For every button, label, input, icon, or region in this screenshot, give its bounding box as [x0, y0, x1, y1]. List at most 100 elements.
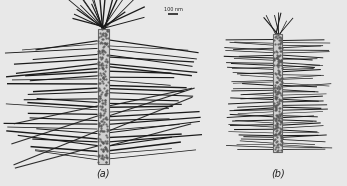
- Point: [272, 133, 277, 136]
- Point: [99, 99, 104, 102]
- Point: [104, 135, 109, 138]
- Point: [96, 86, 102, 89]
- Point: [273, 125, 279, 128]
- Point: [105, 44, 110, 47]
- Point: [276, 43, 281, 46]
- Point: [276, 39, 282, 42]
- Point: [100, 113, 106, 116]
- Point: [98, 34, 103, 37]
- Point: [105, 129, 110, 132]
- Point: [97, 113, 103, 116]
- Point: [275, 142, 281, 145]
- Point: [100, 154, 105, 157]
- Point: [95, 89, 101, 92]
- Point: [97, 89, 103, 92]
- Point: [100, 37, 106, 40]
- Point: [276, 107, 282, 110]
- Point: [95, 51, 101, 54]
- Point: [99, 120, 105, 123]
- Point: [274, 80, 280, 83]
- Point: [104, 156, 110, 159]
- Point: [274, 56, 280, 59]
- Point: [275, 57, 281, 60]
- Point: [278, 119, 283, 122]
- Point: [96, 122, 102, 125]
- Point: [274, 51, 280, 54]
- Point: [100, 76, 105, 79]
- Point: [274, 103, 280, 106]
- Point: [272, 102, 277, 105]
- Point: [96, 61, 102, 64]
- Point: [103, 89, 109, 92]
- Point: [272, 138, 278, 141]
- Point: [95, 140, 101, 143]
- Point: [100, 48, 105, 51]
- Point: [275, 76, 280, 79]
- Point: [105, 53, 111, 56]
- Point: [273, 56, 279, 59]
- Point: [276, 59, 281, 62]
- Point: [99, 37, 105, 40]
- Point: [101, 149, 106, 152]
- Point: [101, 77, 107, 80]
- Point: [103, 107, 108, 110]
- Point: [97, 143, 102, 146]
- Point: [274, 93, 280, 96]
- Bar: [98, 28, 109, 163]
- Point: [278, 79, 284, 82]
- Point: [104, 60, 110, 63]
- Point: [103, 78, 109, 81]
- Point: [279, 77, 284, 80]
- Point: [103, 100, 108, 103]
- Point: [98, 156, 104, 159]
- Point: [95, 60, 101, 63]
- Point: [272, 96, 278, 99]
- Point: [103, 65, 109, 68]
- Point: [99, 139, 104, 142]
- Point: [275, 77, 280, 80]
- Point: [98, 130, 103, 133]
- Point: [278, 121, 283, 124]
- Point: [277, 118, 282, 121]
- Point: [277, 112, 282, 115]
- Point: [103, 37, 109, 40]
- Point: [278, 133, 283, 136]
- Point: [103, 98, 108, 101]
- Point: [102, 146, 108, 149]
- Point: [277, 46, 283, 49]
- Point: [274, 80, 279, 83]
- Point: [272, 117, 277, 120]
- Point: [275, 60, 281, 63]
- Text: (b): (b): [271, 169, 285, 179]
- Point: [100, 155, 105, 158]
- Point: [104, 127, 109, 130]
- Point: [99, 105, 104, 108]
- Point: [273, 113, 279, 116]
- Point: [100, 148, 105, 151]
- Point: [272, 144, 277, 147]
- Point: [97, 77, 103, 80]
- Point: [278, 135, 283, 138]
- Point: [101, 130, 107, 133]
- Point: [98, 73, 103, 76]
- Point: [276, 63, 281, 66]
- Point: [279, 135, 285, 138]
- Point: [277, 142, 283, 145]
- Point: [98, 105, 103, 108]
- Point: [98, 119, 103, 122]
- Point: [104, 60, 110, 62]
- Point: [102, 42, 108, 45]
- Point: [100, 108, 105, 111]
- Point: [96, 121, 102, 124]
- Point: [273, 97, 279, 100]
- Point: [273, 36, 278, 39]
- Point: [273, 133, 279, 136]
- Point: [278, 143, 284, 146]
- Point: [97, 32, 102, 35]
- Point: [277, 131, 283, 134]
- Point: [272, 86, 277, 89]
- Point: [279, 148, 284, 151]
- Point: [97, 124, 102, 126]
- Point: [272, 109, 278, 112]
- Point: [278, 94, 283, 97]
